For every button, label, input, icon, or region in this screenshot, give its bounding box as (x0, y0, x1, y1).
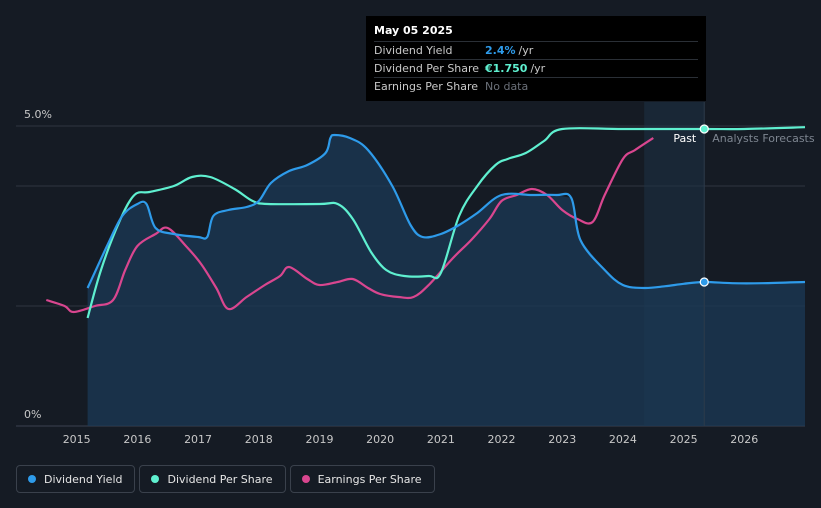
chart-legend: Dividend Yield Dividend Per Share Earnin… (16, 465, 435, 493)
x-tick-label: 2024 (609, 433, 637, 446)
x-tick-label: 2025 (670, 433, 698, 446)
x-tick-label: 2022 (488, 433, 516, 446)
cursor-marker-yield (699, 277, 709, 287)
forecast-label: Analysts Forecasts (712, 132, 815, 145)
series-line-dps (86, 126, 806, 319)
x-tick-label: 2021 (427, 433, 455, 446)
legend-dot-icon (151, 475, 160, 483)
cursor-marker-dps (699, 124, 709, 134)
x-tick-label: 2026 (730, 433, 758, 446)
x-tick-label: 2019 (305, 433, 333, 446)
tooltip-label: Dividend Yield (374, 44, 453, 57)
x-tick-label: 2023 (548, 433, 576, 446)
legend-label: Earnings Per Share (317, 472, 422, 486)
x-tick-label: 2017 (184, 433, 212, 446)
legend-label: Dividend Yield (44, 472, 123, 486)
chart-series (45, 126, 806, 319)
axis-labels: 5.0% 0% 2015 2016 2017 2018 2019 2020 2021 2022 20… (24, 108, 815, 446)
x-tick-label: 2016 (123, 433, 151, 446)
tooltip-value: No data (485, 80, 529, 93)
cursor-markers (699, 124, 709, 287)
legend-item-dividend-per-share[interactable]: Dividend Per Share (139, 465, 286, 493)
tooltip-suffix: /yr (530, 62, 546, 75)
legend-dot-icon (301, 475, 310, 483)
tooltip-row-dividend-per-share: Dividend Per Share €1.750 /yr (374, 59, 698, 77)
legend-item-dividend-yield[interactable]: Dividend Yield (16, 465, 136, 493)
tooltip-value: €1.750 (485, 62, 528, 75)
legend-dot-icon (28, 475, 36, 483)
legend-item-earnings-per-share[interactable]: Earnings Per Share (289, 465, 435, 493)
y-tick-label: 5.0% (24, 108, 52, 121)
x-tick-label: 2018 (245, 433, 273, 446)
x-tick-label: 2015 (63, 433, 91, 446)
dividend-yield-area (87, 135, 806, 426)
tooltip-row-earnings-per-share: Earnings Per Share No data (374, 77, 698, 95)
legend-label: Dividend Per Share (167, 472, 273, 486)
tooltip-label: Dividend Per Share (374, 62, 480, 75)
tooltip: May 05 2025 Dividend Yield 2.4% /yr Divi… (366, 16, 706, 101)
past-label: Past (673, 132, 697, 145)
tooltip-label: Earnings Per Share (374, 80, 479, 93)
x-tick-label: 2020 (366, 433, 394, 446)
tooltip-date: May 05 2025 (374, 24, 453, 37)
tooltip-row-dividend-yield: Dividend Yield 2.4% /yr (374, 41, 698, 59)
y-tick-label: 0% (24, 408, 41, 421)
series-line-eps (45, 137, 654, 314)
series-line-yield (86, 133, 806, 290)
tooltip-suffix: /yr (518, 44, 534, 57)
tooltip-value: 2.4% (485, 44, 516, 57)
